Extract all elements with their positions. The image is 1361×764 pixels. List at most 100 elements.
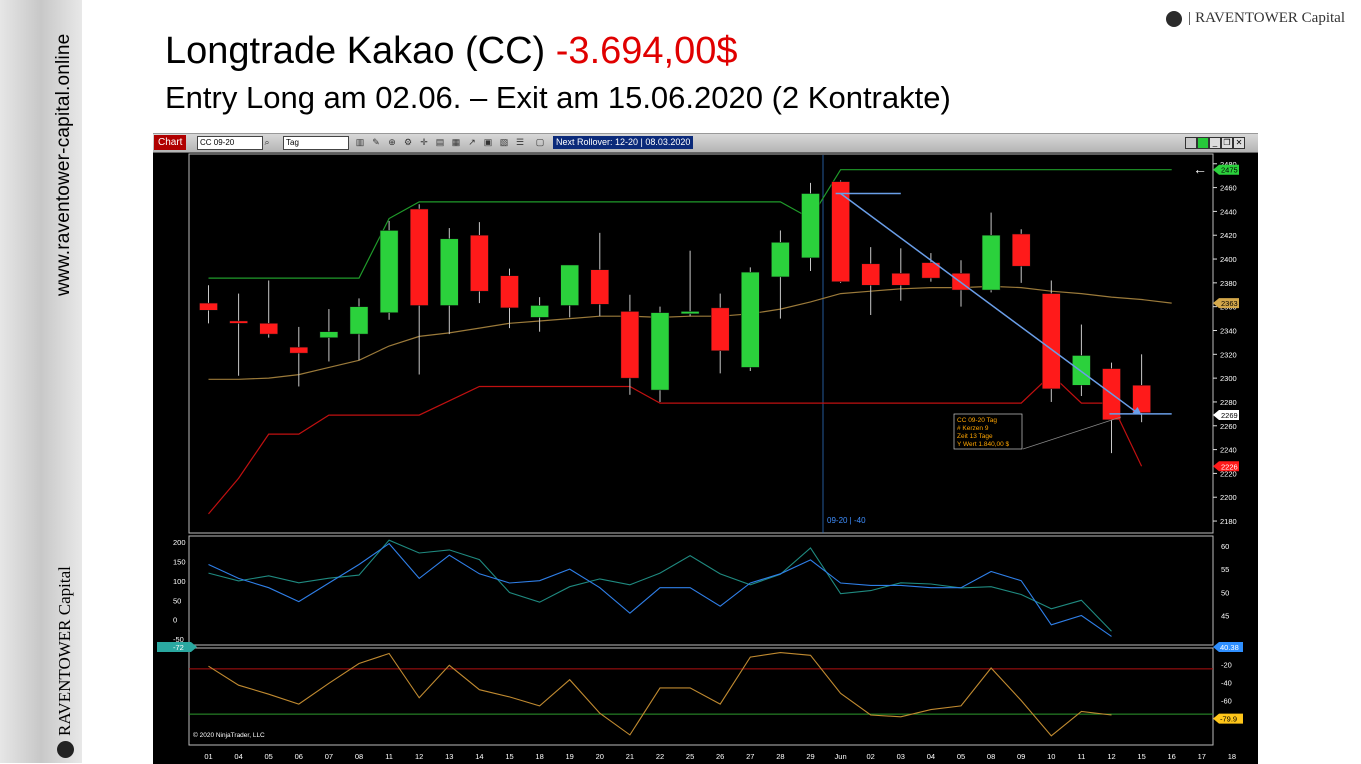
osc-tick-label: -20: [1221, 660, 1232, 669]
right-value-tag-label: 40.38: [1220, 643, 1239, 652]
trend-arrow-line: [840, 192, 1139, 414]
x-tick-label: 27: [746, 752, 754, 761]
y-tick-label: 2300: [1220, 374, 1237, 383]
trade-title: Longtrade Kakao (CC): [165, 30, 546, 72]
bars-icon[interactable]: ▥: [355, 137, 365, 147]
candle-body: [650, 312, 670, 391]
candle-body: [981, 234, 1001, 291]
left-tick-label: 150: [173, 557, 186, 566]
candle-body: [831, 181, 850, 282]
chart-window: Chart CC 09-20 ⌕ Tag ▥ ✎ ⊕ ⚙ ✛ ▤ ▦ ↗ ▣ ▧…: [153, 133, 1258, 764]
x-tick-label: 05: [265, 752, 273, 761]
chart-toolbar: Chart CC 09-20 ⌕ Tag ▥ ✎ ⊕ ⚙ ✛ ▤ ▦ ↗ ▣ ▧…: [153, 134, 1258, 153]
y-tick-label: 2260: [1220, 422, 1237, 431]
osc-tick-label: -60: [1221, 697, 1232, 706]
pencil-icon[interactable]: ✎: [372, 137, 380, 147]
candle-body: [1042, 293, 1061, 390]
candle-body: [289, 346, 309, 354]
period-select[interactable]: Tag: [283, 136, 349, 150]
x-tick-label: 15: [505, 752, 513, 761]
x-tick-label: 01: [204, 752, 212, 761]
info-box-line3: Zeit 13 Tage: [957, 433, 993, 440]
brand-separator: |: [1188, 10, 1192, 26]
chart-tab[interactable]: Chart: [154, 135, 187, 150]
minimize-icon[interactable]: _: [1209, 137, 1221, 149]
y-tick-label: 2420: [1220, 231, 1237, 240]
restore-icon[interactable]: ❐: [1221, 137, 1233, 149]
candle-body: [440, 238, 459, 306]
x-tick-label: 04: [234, 752, 242, 761]
zoom-icon[interactable]: ⊕: [388, 137, 396, 147]
price-tag: [1213, 298, 1239, 309]
sidebar-brand-name: RAVENTOWER Capital: [55, 566, 74, 736]
copyright-label: © 2020 NinjaTrader, LLC: [193, 731, 265, 739]
candle-body: [530, 305, 549, 318]
properties-icon[interactable]: ⚙: [403, 137, 413, 147]
candle-body: [921, 262, 941, 279]
instrument-select[interactable]: CC 09-20: [197, 136, 263, 150]
price-tag-label: 2363: [1221, 299, 1238, 308]
page-subtitle: Entry Long am 02.06. – Exit am 15.06.202…: [165, 80, 951, 115]
candle-body: [500, 275, 519, 309]
info-box-line4: Y Wert 1.840,00 $: [957, 441, 1010, 448]
snapshot-icon[interactable]: ▢: [535, 137, 545, 147]
left-tick-label: -50: [173, 635, 184, 644]
y-tick-label: 2480: [1220, 160, 1237, 169]
y-tick-label: 2180: [1220, 517, 1237, 526]
osc-value-tag-label: -79.9: [1220, 715, 1237, 724]
osc-value-tag: [1213, 713, 1243, 724]
right-tick-label: 55: [1221, 565, 1229, 574]
x-tick-label: 22: [656, 752, 664, 761]
left-tick-label: 50: [173, 596, 181, 605]
drawing-tool-icon[interactable]: ↗: [468, 137, 476, 147]
panel-frame-3: [188, 647, 1214, 746]
search-icon[interactable]: ⌕: [264, 137, 270, 147]
x-tick-label: 04: [927, 752, 935, 761]
x-tick-label: 16: [1168, 752, 1176, 761]
x-tick-label: 18: [1228, 752, 1236, 761]
right-tick-label: 45: [1221, 612, 1229, 621]
sidebar-bar: www.raventower-capital.online RAVENTOWER…: [0, 0, 82, 763]
data-box-icon[interactable]: ▣: [483, 137, 493, 147]
x-tick-label: 28: [776, 752, 784, 761]
candle-body: [741, 271, 760, 368]
link-icon[interactable]: [1185, 137, 1197, 149]
x-tick-label: Jun: [835, 752, 847, 761]
raven-logo-icon: [57, 741, 74, 758]
candle-body: [801, 193, 820, 259]
top-brand-logo: | RAVENTOWER Capital: [1166, 10, 1345, 27]
brand-name: RAVENTOWER Capital: [1195, 10, 1345, 26]
left-tick-label: 0: [173, 616, 177, 625]
x-tick-label: 11: [385, 752, 393, 761]
x-tick-label: 13: [445, 752, 453, 761]
candle-body: [259, 323, 278, 335]
y-tick-label: 2240: [1220, 446, 1237, 455]
rollover-notice: Next Rollover: 12-20 | 08.03.2020: [553, 136, 694, 149]
indicators-icon[interactable]: ▤: [435, 137, 445, 147]
oscillator-line: [208, 652, 1112, 737]
x-tick-label: 10: [1047, 752, 1055, 761]
panel-frame-2: [188, 535, 1214, 646]
y-tick-label: 2320: [1220, 350, 1237, 359]
x-tick-label: 20: [596, 752, 604, 761]
channel-upper-line: [208, 169, 1172, 279]
right-tick-label: 60: [1221, 542, 1229, 551]
strategy-icon[interactable]: ▦: [451, 137, 461, 147]
list-icon[interactable]: ☰: [515, 137, 525, 147]
y-tick-label: 2400: [1220, 255, 1237, 264]
candle-body: [229, 320, 248, 324]
crosshair-icon[interactable]: ✛: [420, 137, 428, 147]
sidebar-website-url: www.raventower-capital.online: [53, 33, 74, 296]
x-tick-label: 02: [867, 752, 875, 761]
x-tick-label: 25: [686, 752, 694, 761]
price-tag-label: 2475: [1221, 166, 1238, 175]
y-tick-label: 2280: [1220, 398, 1237, 407]
close-icon[interactable]: ✕: [1233, 137, 1245, 149]
indicator-blue-line: [208, 542, 1112, 637]
candle-body: [470, 234, 489, 292]
candle-body: [1072, 355, 1091, 386]
indicator-teal-line: [208, 539, 1112, 632]
template-icon[interactable]: ▧: [499, 137, 509, 147]
price-tag: [1213, 410, 1239, 421]
